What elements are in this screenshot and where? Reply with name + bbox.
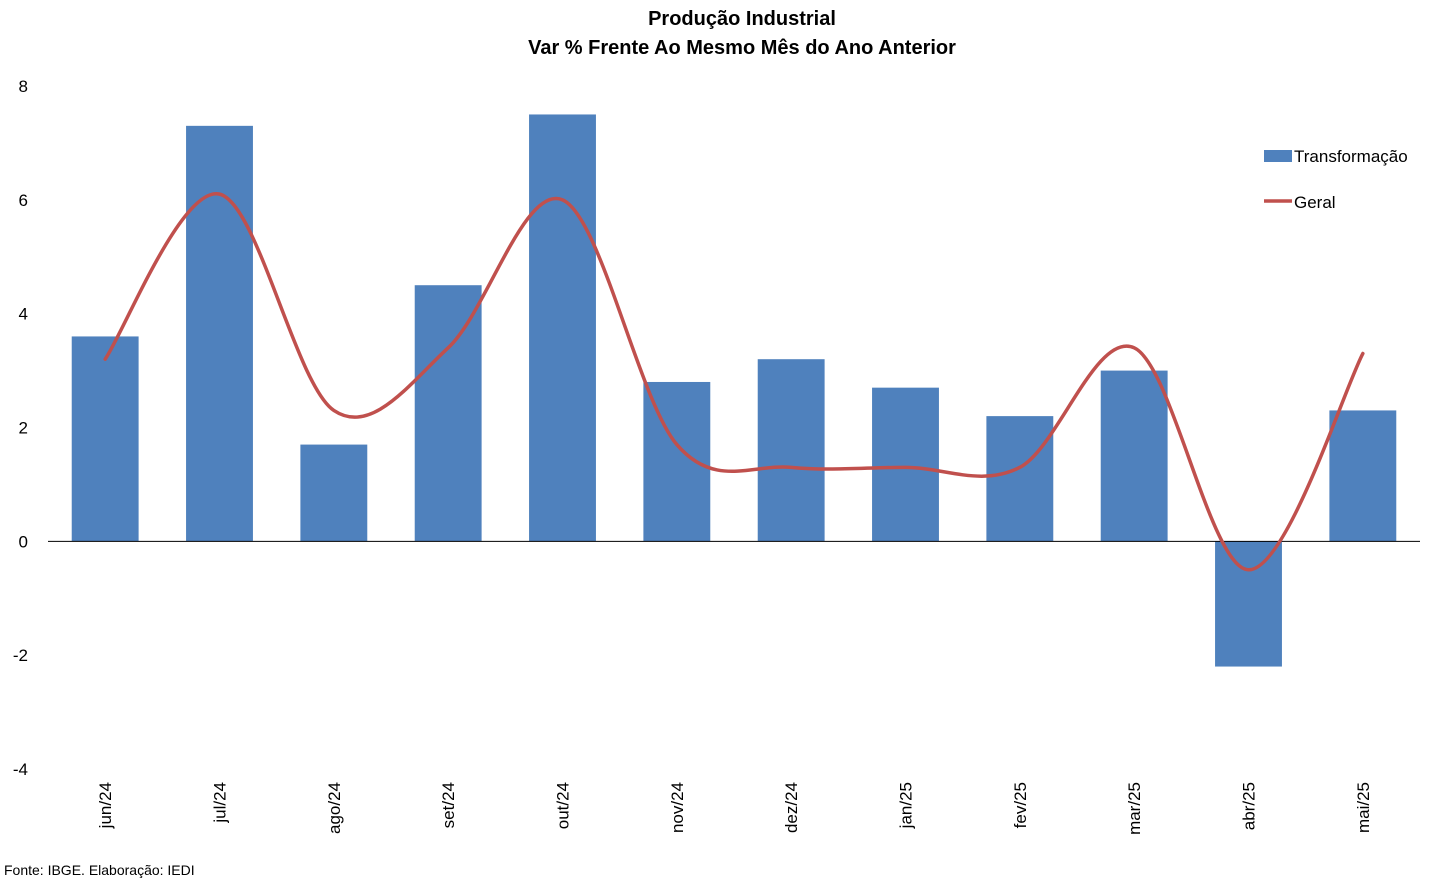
bar-transformacao [872, 387, 939, 542]
y-tick-label: -2 [13, 646, 28, 665]
x-axis-labels: jun/24 jul/24 ago/24 set/24 out/24 nov/24 dez/… [96, 782, 1373, 835]
y-tick-label: -4 [13, 760, 28, 779]
x-tick-label: abr/25 [1240, 782, 1259, 830]
x-tick-label: mai/25 [1354, 782, 1373, 833]
y-tick-label: 2 [19, 419, 28, 438]
legend-label-transformacao: Transformação [1294, 147, 1408, 166]
y-tick-label: 8 [19, 77, 28, 96]
x-tick-label: dez/24 [782, 782, 801, 833]
y-axis: -4 -2 0 2 4 6 8 [13, 77, 28, 779]
bar-transformacao [986, 416, 1054, 542]
chart-title-group: Produção Industrial Var % Frente Ao Mesm… [528, 8, 956, 59]
x-tick-label: jul/24 [211, 782, 230, 824]
legend: Transformação Geral [1264, 147, 1408, 212]
line-geral [103, 192, 1365, 572]
x-tick-label: ago/24 [325, 782, 344, 834]
bar-transformacao [186, 125, 253, 542]
bar-transformacao [1100, 370, 1168, 542]
y-tick-label: 6 [19, 191, 28, 210]
legend-swatch-transformacao [1264, 150, 1292, 162]
y-tick-label: 4 [19, 305, 28, 324]
chart-subtitle: Var % Frente Ao Mesmo Mês do Ano Anterio… [528, 37, 956, 59]
line-series-geral [103, 192, 1365, 572]
x-tick-label: out/24 [554, 782, 573, 829]
bar-transformacao [1215, 541, 1282, 667]
bar-transformacao [1329, 410, 1397, 542]
source-note: Fonte: IBGE. Elaboração: IEDI [4, 862, 195, 878]
x-tick-label: jun/24 [96, 782, 115, 829]
x-tick-label: set/24 [439, 782, 458, 828]
bar-transformacao [529, 114, 596, 542]
bar-transformacao [300, 444, 368, 542]
bar-transformacao [414, 285, 482, 542]
x-tick-label: jan/25 [897, 782, 916, 829]
bar-transformacao [71, 336, 139, 542]
y-tick-label: 0 [19, 532, 28, 551]
bar-transformacao [757, 359, 825, 542]
bar-series-transformacao [71, 114, 1397, 667]
chart-title: Produção Industrial [648, 8, 836, 30]
x-tick-label: mar/25 [1125, 782, 1144, 835]
x-tick-label: fev/25 [1011, 782, 1030, 828]
x-tick-label: nov/24 [668, 782, 687, 833]
legend-label-geral: Geral [1294, 193, 1336, 212]
